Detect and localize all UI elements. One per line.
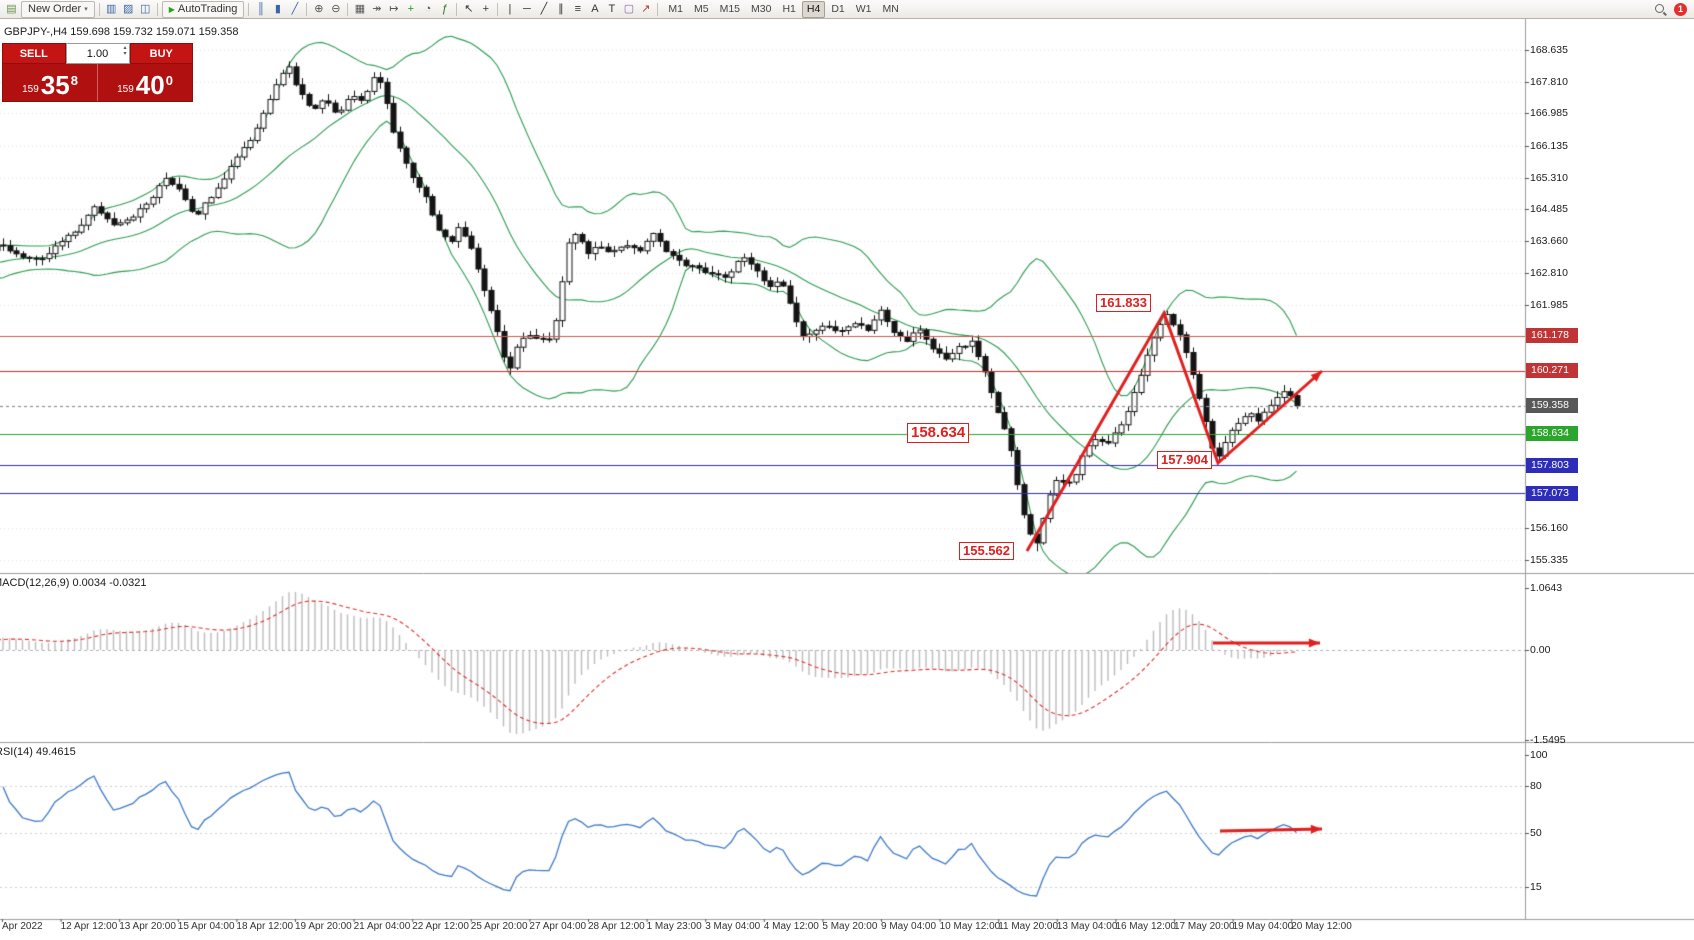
caret-down-icon: ▾ — [84, 6, 88, 13]
new-chart-plus-icon[interactable]: + — [407, 2, 415, 15]
toolbar-separator — [657, 2, 659, 16]
toolbar: ▤ New Order ▾ ▥ ▨ ◫ ▶ AutoTrading ║ ▮ ╱ ⊕ ⊖ ▦ ↠ ↦ + ◔ ƒ ↖ + |… — [0, 0, 1694, 19]
notification-badge[interactable]: 1 — [1674, 2, 1687, 16]
buy-button[interactable]: BUY — [129, 43, 193, 64]
timeframe-w1[interactable]: W1 — [855, 2, 872, 15]
bar-chart-icon[interactable]: ║ — [256, 2, 265, 15]
buy-price-prefix: 159 — [117, 84, 134, 95]
text-icon[interactable]: A — [591, 2, 599, 15]
search-icon[interactable] — [1653, 2, 1670, 17]
zoom-in-icon[interactable]: ⊕ — [314, 2, 324, 15]
sell-price-sup: 8 — [70, 73, 78, 88]
quote-panel-prices: 159 35 8 159 40 0 — [2, 64, 193, 102]
toolbar-separator — [306, 2, 308, 16]
auto-scroll-icon[interactable]: ↠ — [372, 2, 382, 15]
toolbar-separator — [456, 2, 458, 16]
line-chart-icon[interactable]: ╱ — [291, 2, 299, 15]
buy-price-sup: 0 — [165, 73, 173, 88]
timeframe-mn[interactable]: MN — [882, 2, 899, 15]
rsi-indicator-label: RSI(14) 49.4615 — [0, 746, 76, 758]
volume-value: 1.00 — [86, 47, 109, 60]
spinner-up-icon[interactable]: ▴ — [123, 45, 127, 51]
autotrading-play-icon: ▶ — [168, 4, 175, 14]
macd-indicator-label: MACD(12,26,9) 0.0034 -0.0321 — [0, 577, 147, 589]
sell-price-prefix: 159 — [22, 84, 39, 95]
navigator-icon[interactable]: ◫ — [140, 2, 151, 15]
timeframe-d1[interactable]: D1 — [831, 2, 845, 15]
buy-price-big: 40 — [135, 70, 165, 100]
spinner-down-icon[interactable]: ▾ — [123, 51, 127, 57]
quote-panel-header: SELL 1.00 ▴ ▾ BUY — [2, 43, 193, 64]
sell-button[interactable]: SELL — [2, 43, 66, 64]
vertical-line-icon[interactable]: | — [508, 2, 512, 15]
arrows-icon[interactable]: ↗ — [641, 2, 651, 15]
volume-spinner[interactable]: ▴ ▾ — [123, 45, 126, 57]
chart-shift-icon[interactable]: ↦ — [389, 2, 399, 15]
cursor-icon[interactable]: ↖ — [464, 2, 474, 15]
tile-windows-icon[interactable]: ▦ — [354, 2, 366, 15]
sell-price-big: 35 — [40, 70, 70, 100]
timeframe-m1[interactable]: M1 — [668, 2, 683, 15]
cycles-icon[interactable]: ◔ — [424, 2, 432, 15]
buy-price[interactable]: 159 40 0 — [98, 64, 192, 101]
timeframe-h4[interactable]: H4 — [801, 0, 826, 18]
timeframe-h1[interactable]: H1 — [782, 2, 796, 15]
trendline-icon[interactable]: ╱ — [540, 2, 548, 15]
horizontal-line-icon[interactable]: ─ — [522, 2, 531, 15]
fibonacci-icon[interactable]: ≡ — [574, 2, 582, 15]
autotrading-button-label: AutoTrading — [177, 3, 238, 15]
market-watch-icon[interactable]: ▥ — [106, 2, 117, 15]
timeframe-switcher: M1 M5 M15 M30 H1 H4 D1 W1 MN — [663, 0, 903, 18]
symbol-info: GBPJPY-,H4 159.698 159.732 159.071 159.3… — [4, 26, 239, 38]
timeframe-m5[interactable]: M5 — [693, 2, 709, 15]
autotrading-button[interactable]: ▶ AutoTrading — [161, 0, 245, 18]
indicators-icon[interactable]: ƒ — [441, 2, 448, 15]
toolbar-separator — [497, 2, 499, 16]
timeframe-m30[interactable]: M30 — [751, 2, 772, 15]
data-window-icon[interactable]: ▨ — [123, 2, 134, 15]
candlestick-chart-icon[interactable]: ▮ — [274, 2, 281, 15]
one-click-trading-panel: SELL 1.00 ▴ ▾ BUY 159 35 8 159 40 0 — [2, 43, 193, 102]
crosshair-icon[interactable]: + — [482, 2, 490, 15]
sell-price[interactable]: 159 35 8 — [3, 64, 98, 101]
timeframe-m15[interactable]: M15 — [719, 2, 741, 15]
new-order-button-label: New Order — [28, 3, 82, 15]
toolbar-separator — [248, 2, 250, 16]
shapes-icon[interactable]: ▢ — [623, 2, 635, 15]
toolbar-separator — [156, 2, 158, 16]
toolbar-separator — [347, 2, 349, 16]
text-label-icon[interactable]: T — [608, 2, 616, 15]
new-chart-icon[interactable]: ▤ — [6, 2, 17, 15]
toolbar-separator — [98, 2, 100, 16]
zoom-out-icon[interactable]: ⊖ — [331, 2, 341, 15]
volume-input[interactable]: 1.00 ▴ ▾ — [65, 43, 130, 64]
new-order-button[interactable]: New Order ▾ — [21, 0, 95, 18]
channel-icon[interactable]: ∥ — [558, 2, 564, 15]
